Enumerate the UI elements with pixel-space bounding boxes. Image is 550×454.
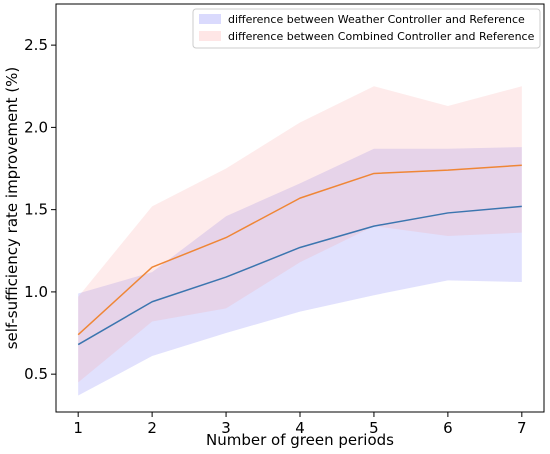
series-line-weather	[77, 205, 522, 346]
legend-label-combined: difference between Combined Controller a…	[228, 30, 535, 43]
x-tick-label-3: 3	[221, 419, 231, 437]
legend: difference between Weather Controller an…	[192, 8, 541, 49]
legend-frame	[192, 8, 541, 49]
x-axis-label: Number of green periods	[206, 431, 394, 449]
x-tick-label-1: 1	[73, 419, 83, 437]
legend-swatch-combined	[199, 31, 221, 41]
series-lines	[77, 164, 522, 346]
y-tick-label-2-0: 2.0	[24, 118, 48, 136]
x-tick-label-2: 2	[147, 419, 157, 437]
y-tick-label-1-0: 1.0	[24, 283, 48, 301]
x-tick-label-7: 7	[517, 419, 527, 437]
band-weather	[78, 147, 522, 396]
x-tick-label-6: 6	[443, 419, 453, 437]
y-tick-label-1-5: 1.5	[24, 201, 48, 219]
series-line-combined	[77, 164, 522, 336]
x-tick-label-5: 5	[369, 419, 379, 437]
y-tick-label-0-5: 0.5	[24, 365, 48, 383]
confidence-bands	[78, 86, 522, 396]
legend-swatch-weather	[199, 14, 221, 24]
x-axis-ticks: 1 2 3 4 5 6 7	[73, 412, 527, 437]
legend-label-weather: difference between Weather Controller an…	[228, 13, 525, 26]
y-tick-label-2-5: 2.5	[24, 36, 48, 54]
plot-background	[56, 4, 544, 412]
x-tick-label-4: 4	[295, 419, 305, 437]
band-combined	[78, 86, 522, 383]
y-axis-label: self-sufficiency rate improvement (%)	[3, 67, 21, 350]
y-axis-ticks: 0.5 1.0 1.5 2.0 2.5	[24, 36, 56, 383]
